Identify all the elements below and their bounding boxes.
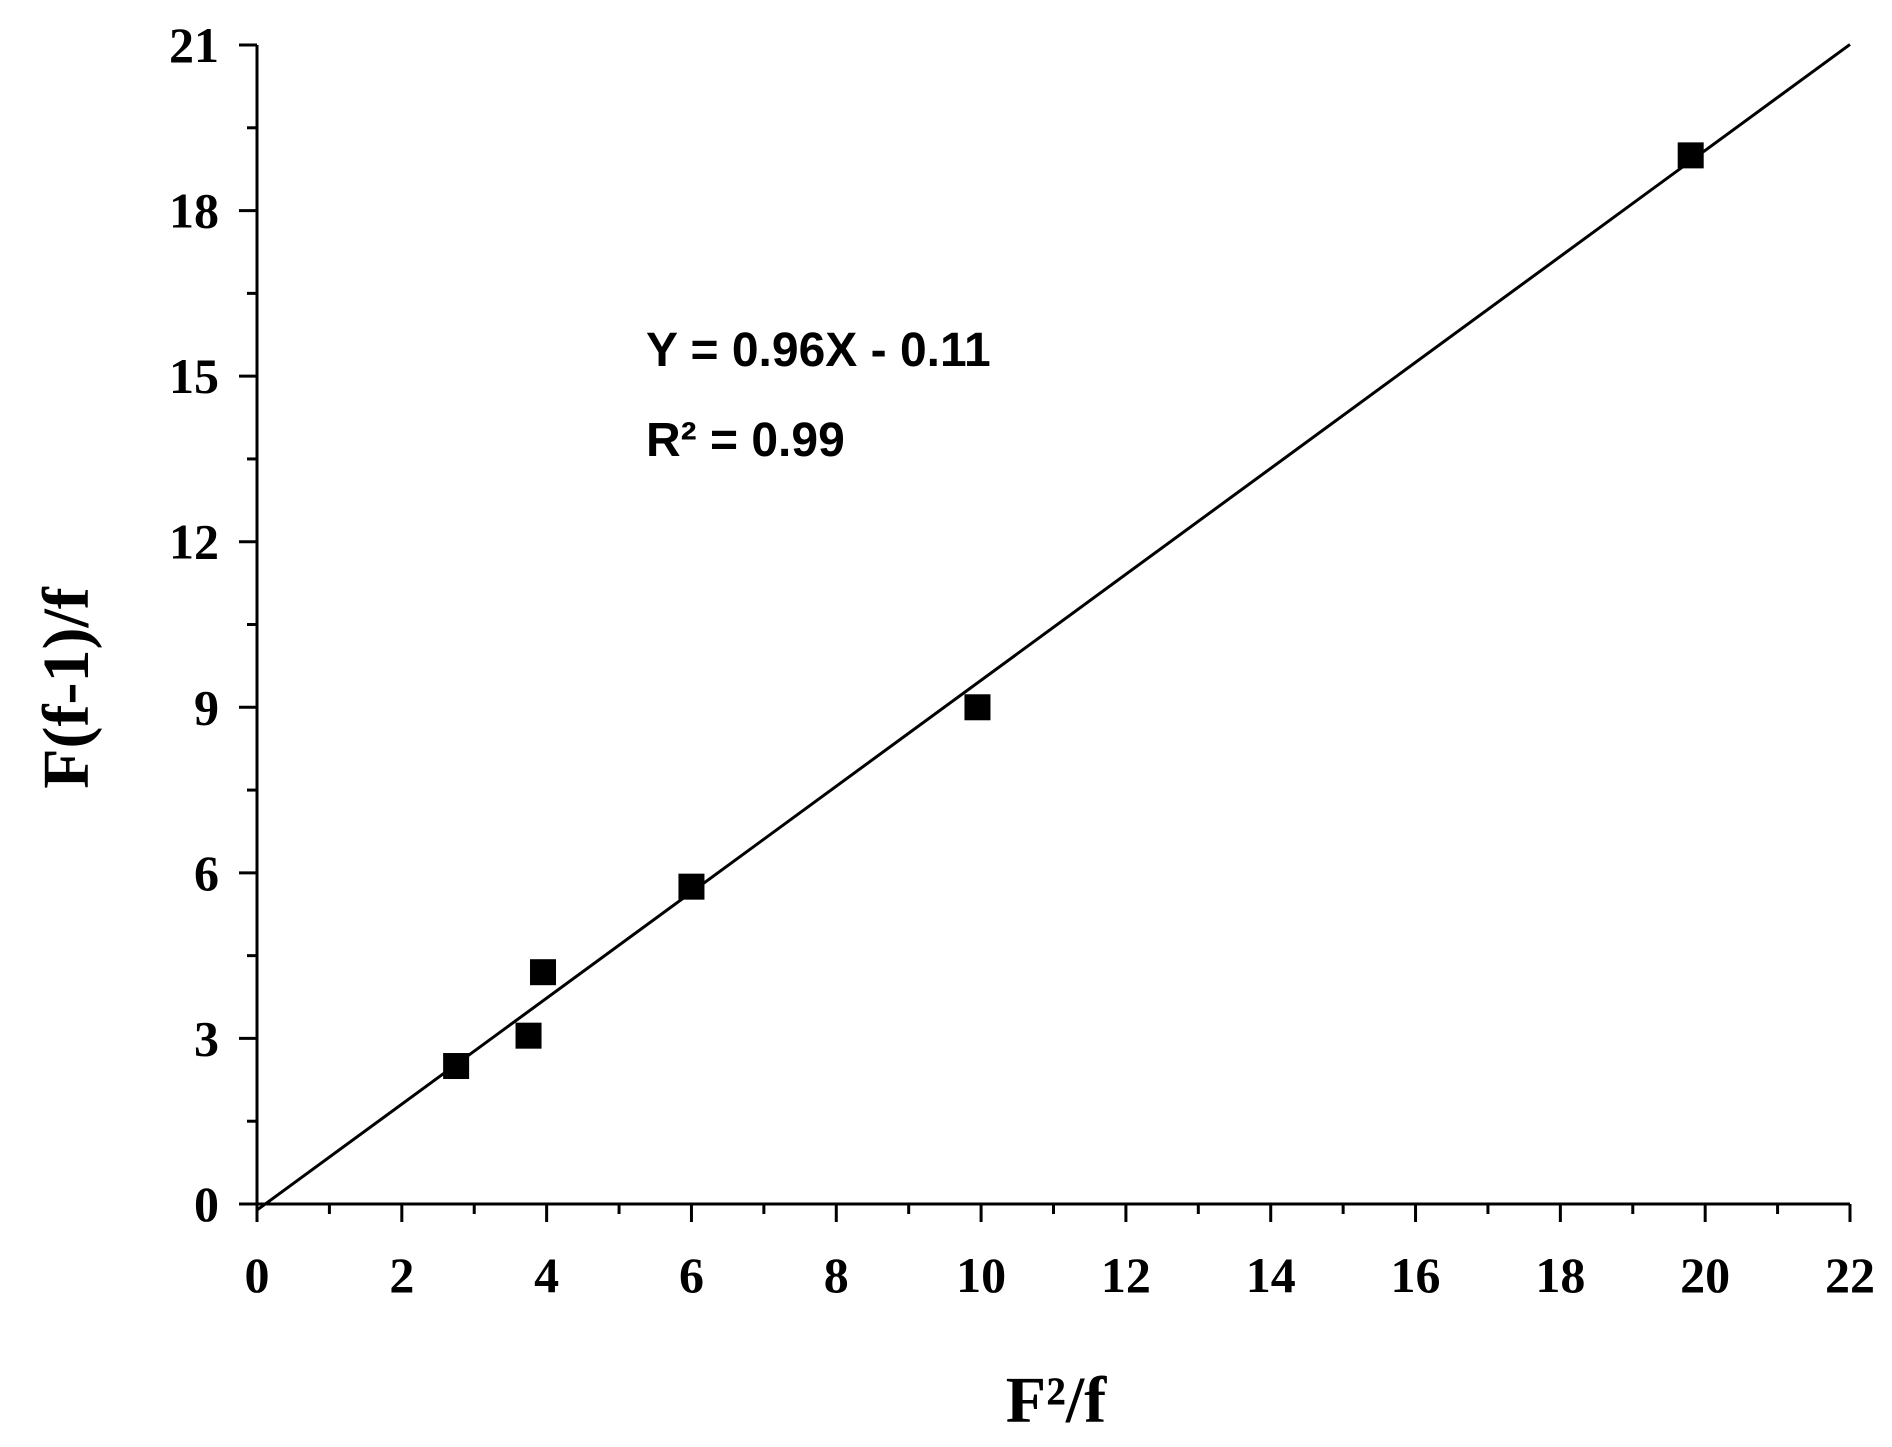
x-axis-title: F²/f bbox=[1006, 1364, 1107, 1437]
y-tick-label: 6 bbox=[194, 845, 219, 901]
y-tick-label: 3 bbox=[194, 1010, 219, 1066]
x-tick-label: 2 bbox=[389, 1247, 414, 1303]
fit-line bbox=[256, 43, 1851, 1212]
y-tick-label: 18 bbox=[169, 183, 219, 239]
r-squared: R² = 0.99 bbox=[646, 414, 845, 467]
x-tick-label: 20 bbox=[1680, 1247, 1730, 1303]
y-tick-label: 12 bbox=[169, 514, 219, 570]
fit-equation: Y = 0.96X - 0.11 bbox=[646, 324, 991, 377]
x-tick-label: 6 bbox=[679, 1247, 704, 1303]
x-tick-label: 14 bbox=[1246, 1247, 1296, 1303]
x-tick-label: 16 bbox=[1391, 1247, 1441, 1303]
x-tick-label: 18 bbox=[1535, 1247, 1585, 1303]
x-tick-label: 0 bbox=[245, 1247, 270, 1303]
y-tick-label: 15 bbox=[169, 348, 219, 404]
y-axis-title: F(f-1)/f bbox=[30, 586, 103, 789]
y-tick-label: 9 bbox=[194, 679, 219, 735]
x-tick-label: 12 bbox=[1101, 1247, 1151, 1303]
point bbox=[678, 873, 705, 900]
point bbox=[515, 1022, 542, 1049]
point bbox=[443, 1053, 470, 1080]
x-tick-label: 22 bbox=[1825, 1247, 1875, 1303]
y-tick-label: 0 bbox=[194, 1176, 219, 1232]
point bbox=[1677, 142, 1704, 169]
x-tick-label: 8 bbox=[824, 1247, 849, 1303]
x-tick-label: 4 bbox=[534, 1247, 559, 1303]
point bbox=[530, 959, 557, 986]
x-tick-label: 10 bbox=[956, 1247, 1006, 1303]
y-tick-label: 21 bbox=[169, 17, 219, 73]
point bbox=[964, 694, 991, 721]
